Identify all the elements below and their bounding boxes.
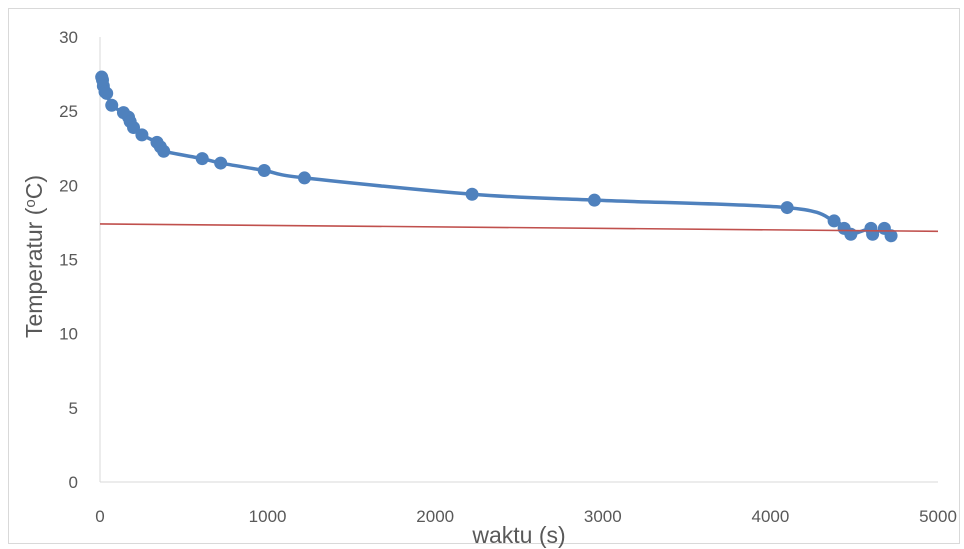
y-tick-label: 20 xyxy=(59,176,78,195)
x-tick-label: 5000 xyxy=(919,507,957,526)
y-tick-labels: 0 5 10 15 20 25 30 xyxy=(59,28,78,492)
y-axis-title: Temperatur (oC) xyxy=(21,175,47,338)
data-point xyxy=(866,227,880,241)
data-point xyxy=(780,201,794,215)
x-tick-label: 2000 xyxy=(416,507,454,526)
data-point xyxy=(105,98,119,112)
data-point xyxy=(827,214,841,228)
y-tick-label: 0 xyxy=(69,473,78,492)
chart-frame xyxy=(8,8,960,544)
y-tick-label: 5 xyxy=(69,399,78,418)
data-point xyxy=(100,86,114,100)
x-tick-label: 3000 xyxy=(584,507,622,526)
data-point xyxy=(297,171,311,185)
data-point xyxy=(135,128,149,142)
data-point xyxy=(157,144,171,158)
series-line xyxy=(99,75,893,238)
y-tick-label: 10 xyxy=(59,325,78,344)
x-tick-label: 0 xyxy=(95,507,104,526)
x-tick-labels: 0 1000 2000 3000 4000 5000 xyxy=(95,507,957,526)
reference-line xyxy=(99,223,939,233)
data-point xyxy=(465,187,479,201)
data-point xyxy=(257,164,271,177)
y-tick-label: 15 xyxy=(59,251,78,270)
x-tick-label: 4000 xyxy=(751,507,789,526)
y-tick-label: 25 xyxy=(59,102,78,121)
data-point xyxy=(587,193,601,207)
data-point xyxy=(884,229,898,243)
x-tick-label: 1000 xyxy=(249,507,287,526)
series-layer xyxy=(95,70,939,243)
data-point xyxy=(214,156,228,170)
y-tick-label: 30 xyxy=(59,28,78,47)
x-axis-title: waktu (s) xyxy=(471,522,565,548)
data-point xyxy=(195,152,209,166)
axes xyxy=(99,37,938,483)
data-point xyxy=(127,120,141,134)
